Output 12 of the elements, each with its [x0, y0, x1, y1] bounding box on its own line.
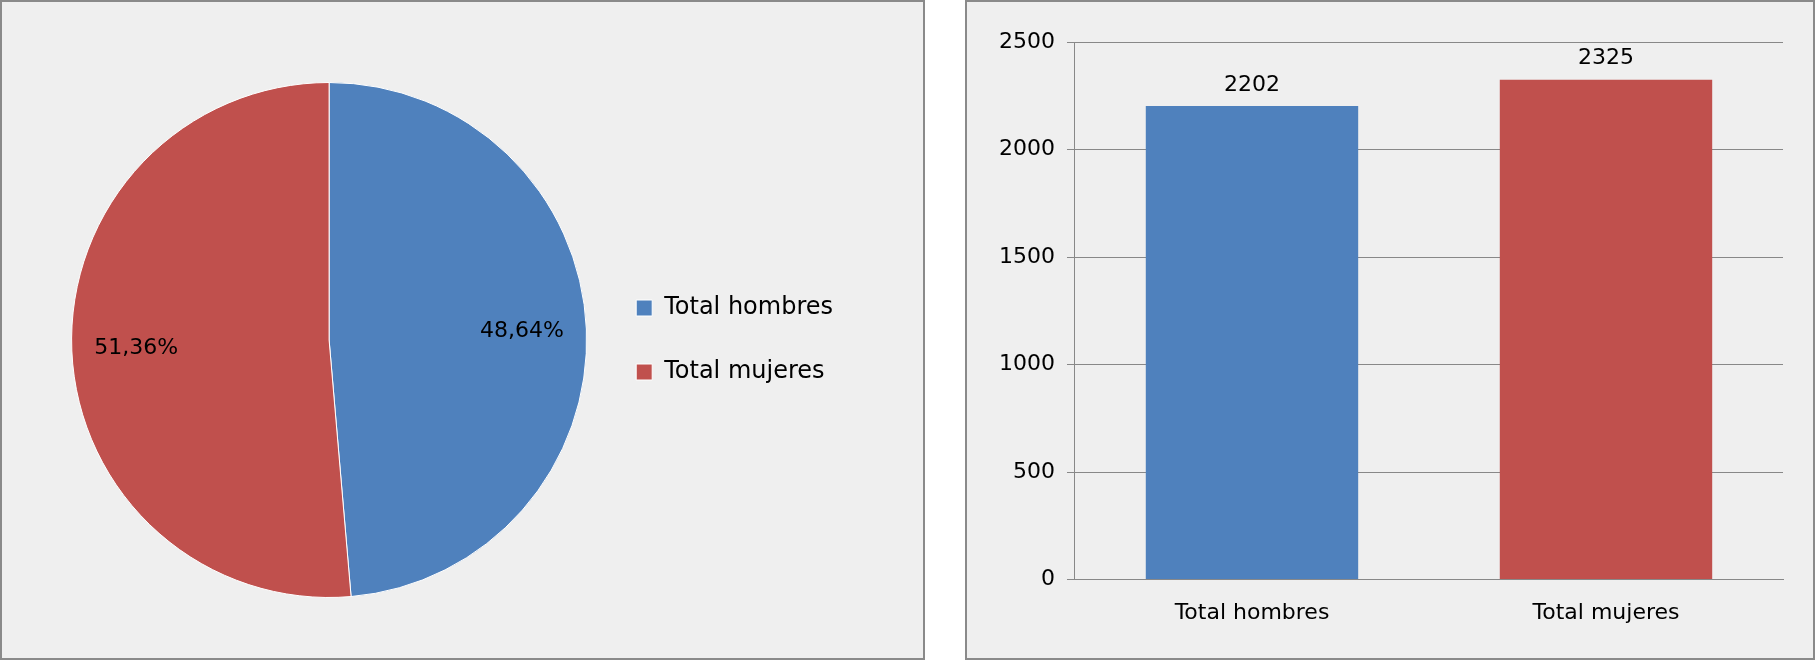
data-label: 51,36% [94, 333, 179, 359]
y-tick-label: 1500 [998, 242, 1055, 268]
legend-label: Total hombres [663, 292, 833, 321]
y-tick-label: 1000 [998, 350, 1055, 376]
y-tick-label: 500 [1012, 457, 1055, 483]
data-label: 2325 [1578, 44, 1634, 70]
y-tick-label: 0 [1040, 565, 1055, 591]
legend-label: Total mujeres [663, 356, 825, 385]
y-tick-label: 2000 [998, 135, 1055, 161]
y-tick-label: 2500 [998, 27, 1055, 53]
data-label: 2202 [1223, 70, 1280, 96]
data-label: 48,64% [480, 317, 564, 343]
